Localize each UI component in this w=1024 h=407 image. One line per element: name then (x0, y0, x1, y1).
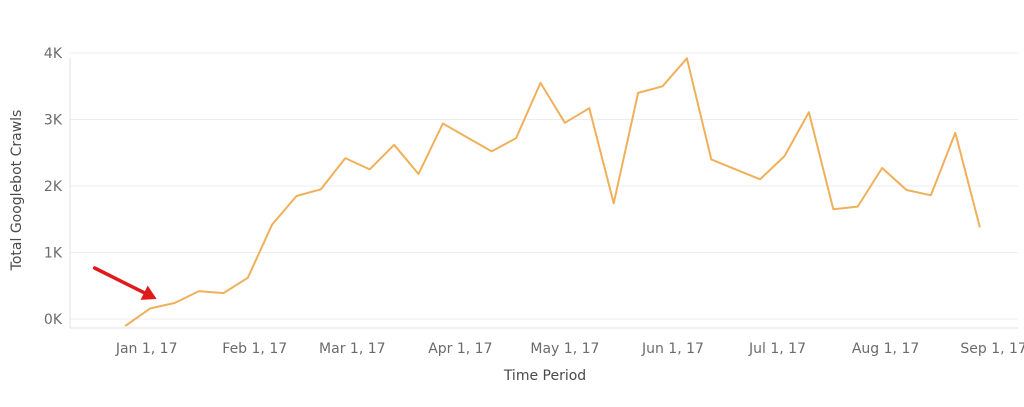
axis-layer: 0K 1K 2K 3K 4K Jan 1, 17 Feb 1, 17 Mar 1, 17 Apr… (44, 46, 1024, 357)
line-layer (124, 57, 981, 327)
x-tick-label: Jul 1, 17 (748, 341, 806, 357)
x-tick-label: Mar 1, 17 (319, 341, 386, 357)
y-tick-label: 2K (44, 179, 63, 195)
series-line (124, 57, 981, 327)
y-tick-label: 0K (44, 312, 63, 328)
y-tick-label: 3K (44, 113, 63, 129)
grid-layer (70, 52, 1018, 320)
annotation-arrow-head (140, 285, 157, 300)
annotation-layer (92, 266, 157, 300)
y-tick-label: 4K (44, 46, 63, 62)
y-tick-label: 1K (44, 246, 63, 262)
x-axis-title: Time Period (503, 368, 586, 384)
x-tick-label: Apr 1, 17 (428, 341, 492, 357)
x-tick-label: May 1, 17 (530, 341, 599, 357)
annotation-arrow-shaft (92, 266, 146, 295)
x-tick-label: Jun 1, 17 (641, 341, 704, 357)
y-axis-title: Total Googlebot Crawls (9, 110, 25, 272)
x-tick-label: Sep 1, 17 (960, 341, 1024, 357)
x-tick-label: Jan 1, 17 (115, 341, 178, 357)
x-tick-label: Aug 1, 17 (852, 341, 919, 357)
x-tick-label: Feb 1, 17 (222, 341, 287, 357)
